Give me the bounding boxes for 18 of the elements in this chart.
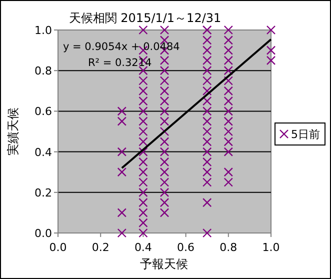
y-tick-label: 0.2 bbox=[34, 186, 52, 200]
x-tick-label: 0.6 bbox=[177, 241, 195, 254]
annotation: R² = 0.3214 bbox=[88, 57, 152, 69]
y-tick-label: 0.8 bbox=[34, 64, 52, 78]
x-tick-label: 0.2 bbox=[92, 241, 110, 254]
chart-title: 天候相関 2015/1/1～12/31 bbox=[68, 11, 222, 25]
x-axis-title: 予報天候 bbox=[140, 257, 188, 271]
annotation: y = 0.9054x + 0.0484 bbox=[63, 41, 180, 53]
y-tick-label: 0.6 bbox=[34, 105, 52, 118]
legend-label: 5日前 bbox=[291, 128, 320, 141]
y-axis-title: 実績天候 bbox=[6, 108, 20, 156]
x-tick-label: 0.4 bbox=[134, 241, 152, 254]
x-tick-label: 1.0 bbox=[262, 241, 280, 254]
y-tick-label: 0.4 bbox=[34, 146, 52, 159]
x-tick-label: 0.8 bbox=[220, 241, 238, 254]
y-tick-label: 0.0 bbox=[34, 227, 52, 240]
y-tick-label: 1.0 bbox=[34, 24, 52, 37]
x-tick-label: 0.0 bbox=[49, 241, 67, 254]
